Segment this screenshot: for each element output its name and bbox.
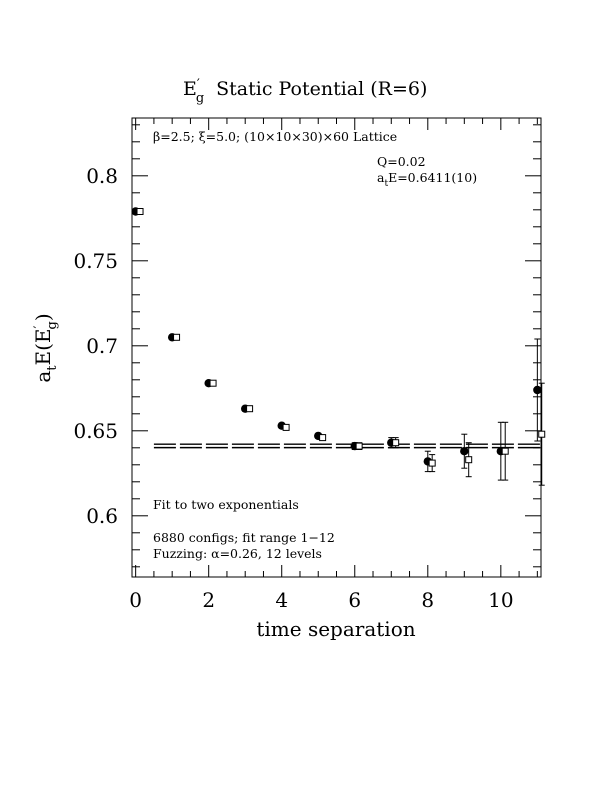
open-square-point bbox=[282, 423, 290, 431]
data-markers bbox=[131, 207, 546, 467]
title-prime: ′ bbox=[197, 77, 200, 92]
title-subscript: g bbox=[196, 91, 204, 106]
title-main: E bbox=[183, 78, 197, 100]
ylabel-sub: g bbox=[45, 321, 60, 329]
ylabel-post: ) bbox=[31, 313, 55, 321]
x-tick-labels: 0 2 4 6 8 10 bbox=[129, 588, 513, 612]
x-tick-label: 6 bbox=[348, 588, 361, 612]
x-tick-label: 2 bbox=[202, 588, 215, 612]
ylabel-prime: ′ bbox=[32, 325, 47, 328]
lattice-annotation: β=2.5; ξ=5.0; (10×10×30)×60 Lattice bbox=[153, 129, 397, 144]
open-square-point bbox=[319, 434, 327, 442]
y-tick-labels: 0.6 0.65 0.7 0.75 0.8 bbox=[73, 164, 118, 528]
y-tick-label: 0.7 bbox=[86, 334, 118, 358]
open-square-point bbox=[538, 430, 546, 438]
q-annotation: Q=0.02 bbox=[377, 154, 426, 169]
y-tick-label: 0.8 bbox=[86, 164, 118, 188]
energy-sub: t bbox=[384, 179, 388, 189]
open-square-point bbox=[136, 208, 144, 215]
open-square-point bbox=[209, 379, 217, 387]
x-axis-label: time separation bbox=[256, 617, 415, 641]
filled-circle-point bbox=[460, 447, 469, 456]
y-axis-label: atE(E′g) bbox=[31, 313, 60, 382]
x-tick-label: 10 bbox=[488, 588, 513, 612]
fit-annotation: Fit to two exponentials bbox=[153, 497, 299, 512]
y-tick-label: 0.65 bbox=[73, 419, 118, 443]
open-square-point bbox=[501, 447, 509, 455]
x-tick-label: 8 bbox=[421, 588, 434, 612]
filled-circle-point bbox=[533, 385, 542, 395]
open-square-point bbox=[246, 405, 254, 413]
title-rest: Static Potential (R=6) bbox=[216, 78, 427, 100]
axis-ticks bbox=[132, 118, 541, 577]
energy-annotation: atE=0.6411(10) bbox=[377, 170, 477, 189]
x-tick-label: 4 bbox=[275, 588, 288, 612]
open-square-point bbox=[355, 442, 363, 450]
chart-title: E′ g Static Potential (R=6) bbox=[183, 77, 427, 106]
y-tick-label: 0.75 bbox=[73, 249, 118, 273]
ylabel-pre-sub: t bbox=[45, 365, 60, 371]
open-square-point bbox=[392, 439, 400, 447]
energy-pre: a bbox=[377, 170, 385, 185]
open-square-point bbox=[173, 333, 181, 341]
ylabel-mid: E(E bbox=[31, 328, 55, 365]
open-square-point bbox=[465, 456, 473, 464]
fit-band bbox=[153, 443, 541, 449]
open-square-point bbox=[428, 459, 436, 467]
x-tick-label: 0 bbox=[129, 588, 142, 612]
ylabel-pre: a bbox=[31, 371, 55, 383]
fuzzing-annotation: Fuzzing: α=0.26, 12 levels bbox=[153, 546, 322, 561]
configs-annotation: 6880 configs; fit range 1−12 bbox=[153, 530, 335, 545]
energy-post: E=0.6411(10) bbox=[388, 170, 477, 185]
y-tick-label: 0.6 bbox=[86, 504, 118, 528]
